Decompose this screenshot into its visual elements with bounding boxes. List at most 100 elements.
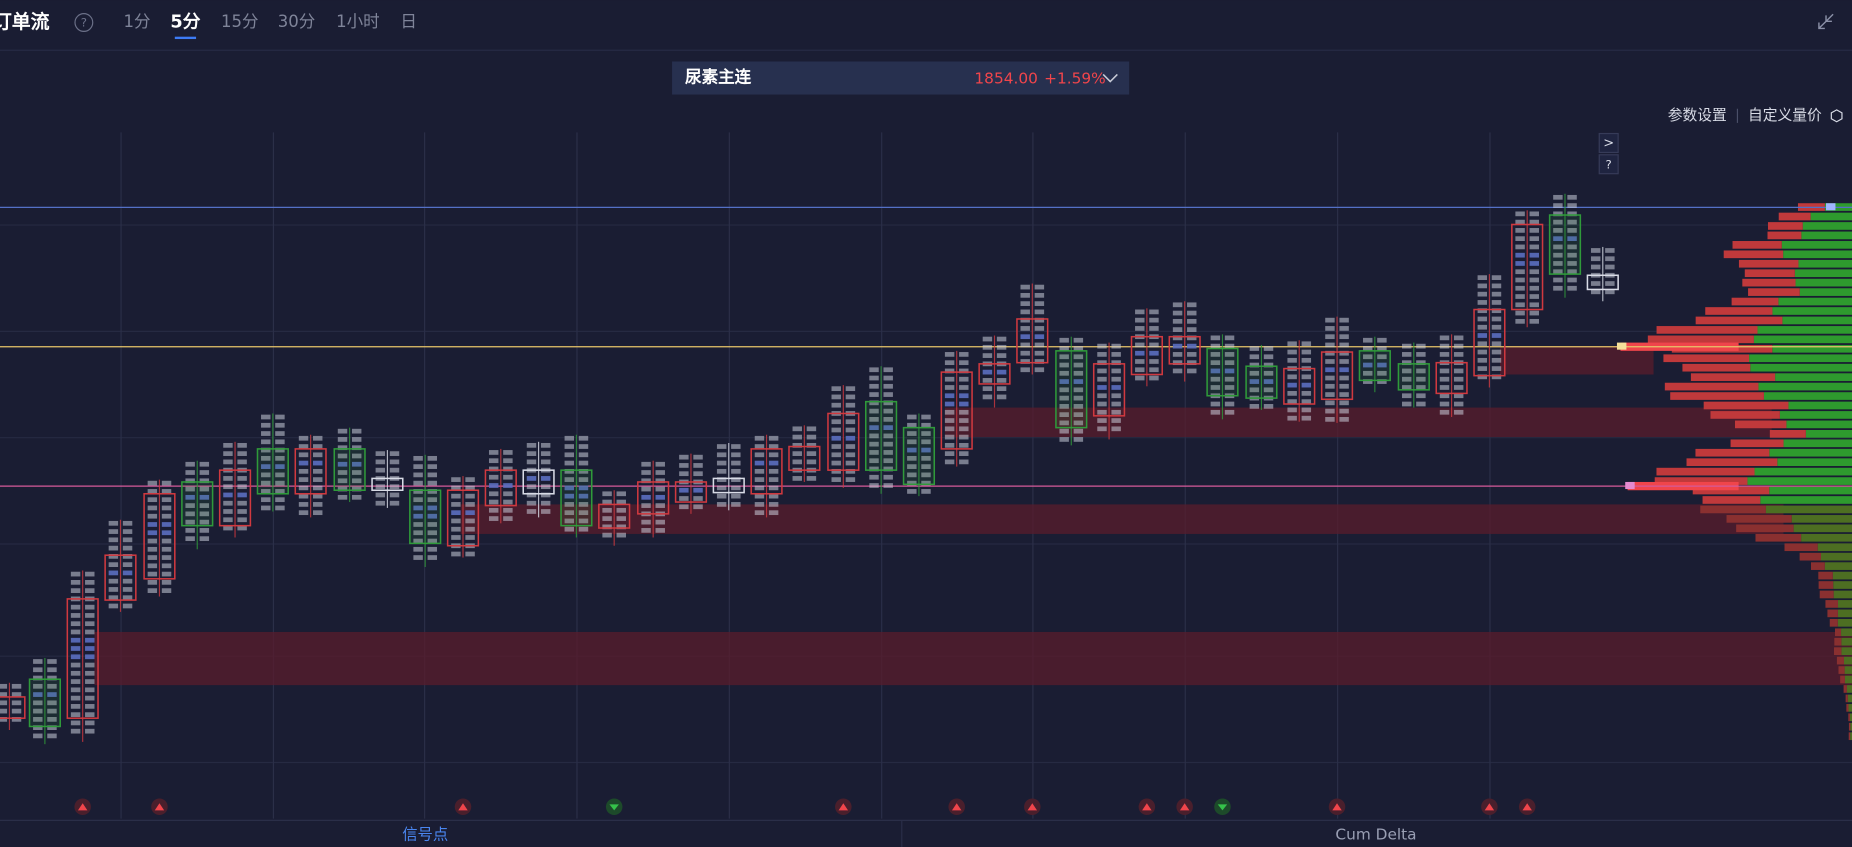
profile-bar-green — [1781, 241, 1852, 249]
footprint-cell — [831, 427, 841, 433]
footprint-cell — [261, 505, 271, 511]
candle-body — [902, 426, 936, 486]
timeframe-tab[interactable]: 15分 — [221, 12, 259, 31]
footprint-cell — [1059, 387, 1069, 393]
footprint-cell — [578, 435, 589, 441]
symbol-box[interactable] — [672, 61, 1130, 95]
footprint-cell — [1263, 387, 1274, 393]
footprint-cell — [122, 529, 133, 534]
footprint-cell — [907, 439, 917, 445]
footprint-cell — [996, 378, 1007, 383]
footprint-cell — [1416, 368, 1426, 374]
side-button[interactable] — [1598, 154, 1619, 175]
footprint-cell — [716, 460, 727, 466]
profile-bar-red — [1829, 618, 1838, 627]
footprint-cell — [488, 516, 499, 521]
footprint-cell — [540, 509, 551, 514]
footprint-cell — [1111, 343, 1121, 349]
settings-icon[interactable] — [1830, 109, 1843, 123]
footprint-cell — [1210, 401, 1221, 407]
footprint-cell — [465, 477, 475, 482]
timeframe-tab[interactable]: 30分 — [278, 12, 316, 31]
footprint-cell — [754, 444, 765, 449]
collapse-icon[interactable] — [1818, 13, 1834, 30]
footprint-cell — [1453, 335, 1464, 341]
profile-bar-green — [1833, 590, 1852, 599]
footprint-cell — [147, 579, 158, 585]
footprint-cell — [1339, 317, 1349, 323]
footprint-cell — [1111, 352, 1121, 357]
timeframe-tab[interactable]: 1小时 — [336, 12, 380, 31]
footprint-cell — [959, 376, 969, 382]
side-button[interactable] — [1598, 132, 1619, 154]
footprint-cell — [959, 418, 969, 423]
timeframe-tab[interactable]: 5分 — [170, 12, 200, 33]
footprint-cell — [693, 454, 703, 460]
help-icon[interactable] — [74, 13, 94, 32]
footprint-cell — [845, 402, 856, 408]
footprint-cell — [883, 433, 893, 439]
profile-bar-red — [1834, 647, 1842, 655]
profile-bar-red — [1730, 439, 1784, 448]
footprint-cell — [298, 444, 309, 449]
footprint-cell — [1287, 341, 1297, 347]
footprint-cell — [869, 433, 879, 439]
profile-bar-red — [1769, 429, 1806, 438]
footprint-cell — [298, 493, 309, 499]
bottom-tab[interactable]: 信号点 — [402, 826, 448, 844]
signal-arrow — [951, 803, 962, 811]
timeframe-tab[interactable]: 1分 — [123, 12, 150, 31]
footprint-cell — [147, 530, 158, 536]
footprint-cell — [693, 463, 703, 468]
footprint-cell — [768, 502, 779, 507]
footprint-cell — [427, 455, 438, 461]
footprint-cell — [199, 461, 210, 467]
footprint-cell — [1401, 401, 1412, 407]
footprint-cell — [1439, 368, 1450, 374]
symbol-dropdown[interactable] — [1102, 73, 1118, 83]
footprint-cell — [883, 392, 893, 397]
footprint-cell — [488, 491, 499, 497]
symbol-name: 尿素主连 — [685, 67, 752, 87]
footprint-cell — [85, 687, 95, 693]
footprint-cell — [488, 458, 499, 464]
footprint-cell — [223, 492, 233, 498]
candle-body — [598, 503, 631, 529]
profile-bar-red — [1848, 713, 1850, 722]
footprint-cell — [1020, 292, 1030, 298]
footprint-cell — [716, 444, 727, 449]
footprint-cell — [578, 444, 589, 449]
footprint-cell — [959, 434, 969, 440]
candle-body — [446, 489, 480, 547]
signal-arrow — [154, 803, 165, 811]
footprint-cell — [351, 478, 362, 484]
profile-bar-green — [1778, 297, 1852, 306]
bottom-tab[interactable]: Cum Delta — [1335, 826, 1416, 844]
footprint-cell — [1111, 368, 1121, 374]
footprint-cell — [1073, 387, 1084, 393]
footprint-cell — [1567, 228, 1577, 233]
footprint-cell — [1339, 400, 1349, 406]
footprint-cell — [1553, 203, 1563, 208]
timeframe-tab[interactable]: 日 — [400, 12, 417, 31]
footprint-cell — [503, 483, 513, 488]
footprint-cell — [1339, 350, 1349, 356]
profile-bar-red — [1818, 571, 1833, 580]
footprint-cell — [1453, 401, 1464, 407]
footprint-cell — [754, 452, 765, 458]
footprint-cell — [223, 525, 233, 531]
footprint-cell — [1097, 409, 1107, 415]
toolbar-button[interactable]: 自定义量价 — [1748, 107, 1822, 124]
footprint-cell — [33, 708, 43, 714]
profile-bar-green — [1779, 411, 1852, 419]
footprint-cell — [1377, 370, 1387, 376]
candle-body — [143, 493, 176, 580]
footprint-cell — [883, 474, 893, 480]
footprint-cell — [1224, 343, 1235, 349]
footprint-cell — [1034, 309, 1045, 315]
footprint-cell — [47, 733, 57, 739]
footprint-cell — [85, 679, 95, 684]
toolbar-button[interactable]: 参数设置 — [1668, 107, 1727, 124]
footprint-cell — [185, 503, 195, 508]
